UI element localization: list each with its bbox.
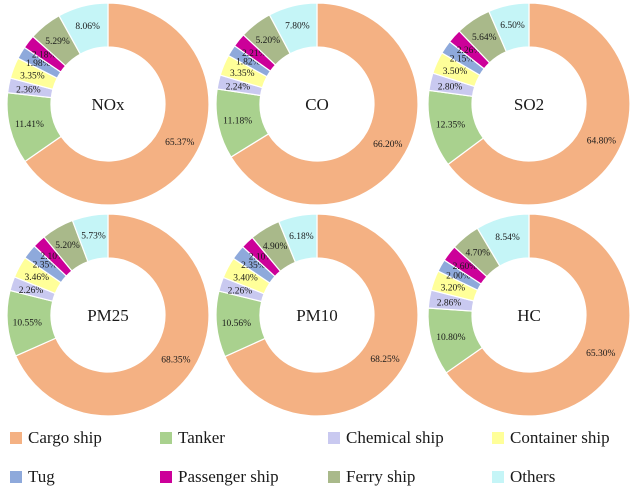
data-label-co-tanker: 11.18%: [223, 117, 252, 127]
center-label-pm25: PM25: [87, 306, 129, 325]
data-label-co-cargo-ship: 66.20%: [373, 140, 402, 150]
legend-label-chemical-ship: Chemical ship: [346, 428, 444, 447]
legend-label-passenger-ship: Passenger ship: [178, 467, 279, 486]
data-label-pm25-ferry-ship: 5.20%: [55, 241, 80, 251]
data-label-nox-passenger-ship: 2.18%: [32, 50, 57, 60]
center-label-so2: SO2: [514, 95, 544, 114]
legend-label-container-ship: Container ship: [510, 428, 610, 447]
data-label-pm10-tanker: 10.56%: [222, 319, 251, 329]
data-label-so2-tanker: 12.35%: [436, 121, 465, 131]
slice-pm25-cargo-ship: [14, 213, 210, 417]
legend-item-tug: Tug: [10, 467, 55, 486]
center-label-co: CO: [305, 95, 329, 114]
legend-label-tanker: Tanker: [178, 428, 225, 447]
data-label-pm25-cargo-ship: 68.35%: [161, 355, 190, 365]
data-label-so2-cargo-ship: 64.80%: [587, 137, 616, 147]
donut-chart-hc: 65.30% 10.80% 2.86% 3.20% 2.00%2.60% 4.70% 8.5…: [427, 213, 631, 417]
data-label-hc-passenger-ship: 2.60%: [453, 262, 478, 272]
data-label-hc-cargo-ship: 65.30%: [586, 349, 615, 359]
legend-swatch-container-ship: [492, 432, 504, 444]
data-label-so2-others: 6.50%: [500, 21, 525, 31]
data-label-pm10-passenger-ship: 2.10%: [249, 253, 274, 263]
data-label-pm10-others: 6.18%: [289, 232, 314, 242]
slice-so2-cargo-ship: [447, 2, 631, 206]
data-label-nox-container-ship: 3.35%: [20, 71, 45, 81]
center-label-pm10: PM10: [296, 306, 338, 325]
data-label-nox-chemical-ship: 2.36%: [16, 85, 41, 95]
slice-nox-cargo-ship: [24, 2, 210, 206]
donut-charts: 65.37% 11.41% 2.36% 3.35% 1.98%2.18% 5.29% 8.0…: [6, 2, 631, 417]
legend-item-others: Others: [492, 467, 555, 486]
data-label-co-container-ship: 3.35%: [230, 69, 255, 79]
donut-chart-so2: 64.80% 12.35% 2.80% 3.50% 2.15%2.26% 5.64%6.5…: [427, 2, 631, 206]
data-label-hc-others: 8.54%: [495, 233, 520, 243]
data-label-pm10-container-ship: 3.40%: [233, 273, 258, 283]
data-label-so2-chemical-ship: 2.80%: [438, 82, 463, 92]
data-label-so2-ferry-ship: 5.64%: [472, 33, 497, 43]
data-label-co-tug: 1.82%: [236, 57, 261, 67]
data-label-hc-ferry-ship: 4.70%: [466, 249, 491, 259]
donut-chart-co: 66.20% 11.18% 2.24% 3.35% 1.82%2.21% 5.20% 7.8…: [215, 2, 419, 206]
data-label-so2-tug: 2.15%: [450, 55, 475, 65]
data-label-pm25-tug: 2.35%: [33, 260, 58, 270]
data-label-pm10-cargo-ship: 68.25%: [370, 355, 399, 365]
slice-so2-others: [488, 2, 530, 53]
data-label-co-passenger-ship: 2.21%: [242, 49, 267, 59]
legend-item-chemical-ship: Chemical ship: [328, 428, 444, 447]
data-label-pm25-chemical-ship: 2.26%: [19, 286, 44, 296]
data-label-co-others: 7.80%: [285, 22, 310, 32]
legend: Cargo ship Tanker Chemical ship Container s…: [10, 428, 610, 486]
data-label-nox-tug: 1.98%: [26, 59, 51, 69]
legend-label-tug: Tug: [28, 467, 55, 486]
donut-chart-pm10: 68.25% 10.56% 2.26% 3.40% 2.35%2.10%4.90%6.1…: [215, 213, 419, 417]
data-label-co-ferry-ship: 5.20%: [255, 36, 280, 46]
legend-item-tanker: Tanker: [160, 428, 225, 447]
data-label-co-chemical-ship: 2.24%: [226, 83, 251, 93]
slice-co-others: [268, 2, 318, 55]
legend-label-ferry-ship: Ferry ship: [346, 467, 415, 486]
data-label-pm25-tanker: 10.55%: [13, 318, 42, 328]
legend-item-passenger-ship: Passenger ship: [160, 467, 279, 486]
slice-hc-others: [476, 213, 530, 267]
legend-swatch-cargo-ship: [10, 432, 22, 444]
legend-swatch-passenger-ship: [160, 471, 172, 483]
legend-swatch-chemical-ship: [328, 432, 340, 444]
donut-chart-pm25: 68.35% 10.55% 2.26% 3.46% 2.35%2.10%5.20%5.7…: [6, 213, 210, 417]
legend-swatch-tug: [10, 471, 22, 483]
legend-item-ferry-ship: Ferry ship: [328, 467, 415, 486]
legend-label-cargo-ship: Cargo ship: [28, 428, 102, 447]
data-label-nox-cargo-ship: 65.37%: [165, 138, 194, 148]
slice-pm10-cargo-ship: [224, 213, 419, 417]
data-label-pm25-container-ship: 3.46%: [24, 273, 49, 283]
data-label-hc-tanker: 10.80%: [436, 333, 465, 343]
data-label-so2-passenger-ship: 2.26%: [457, 46, 482, 56]
slice-nox-others: [58, 2, 109, 55]
data-label-nox-ferry-ship: 5.29%: [45, 37, 70, 47]
data-label-pm10-ferry-ship: 4.90%: [263, 242, 288, 252]
slice-pm10-others: [277, 213, 318, 264]
donut-chart-nox: 65.37% 11.41% 2.36% 3.35% 1.98%2.18% 5.29% 8.0…: [6, 2, 210, 206]
data-label-pm10-chemical-ship: 2.26%: [228, 287, 253, 297]
data-label-hc-chemical-ship: 2.86%: [437, 298, 462, 308]
data-label-pm25-others: 5.73%: [81, 232, 106, 242]
data-label-nox-others: 8.06%: [75, 22, 100, 32]
legend-swatch-others: [492, 471, 504, 483]
data-label-pm10-tug: 2.35%: [241, 261, 266, 271]
data-label-nox-tanker: 11.41%: [15, 120, 44, 130]
data-label-hc-tug: 2.00%: [446, 272, 471, 282]
slice-co-cargo-ship: [230, 2, 419, 206]
data-label-so2-container-ship: 3.50%: [443, 67, 468, 77]
legend-label-others: Others: [510, 467, 555, 486]
data-label-pm25-passenger-ship: 2.10%: [40, 252, 65, 262]
legend-swatch-ferry-ship: [328, 471, 340, 483]
legend-item-container-ship: Container ship: [492, 428, 610, 447]
data-label-hc-container-ship: 3.20%: [441, 284, 466, 294]
center-label-hc: HC: [517, 306, 541, 325]
legend-item-cargo-ship: Cargo ship: [10, 428, 102, 447]
legend-swatch-tanker: [160, 432, 172, 444]
center-label-nox: NOx: [91, 95, 125, 114]
slice-hc-cargo-ship: [445, 213, 631, 417]
slice-pm25-others: [71, 213, 109, 263]
